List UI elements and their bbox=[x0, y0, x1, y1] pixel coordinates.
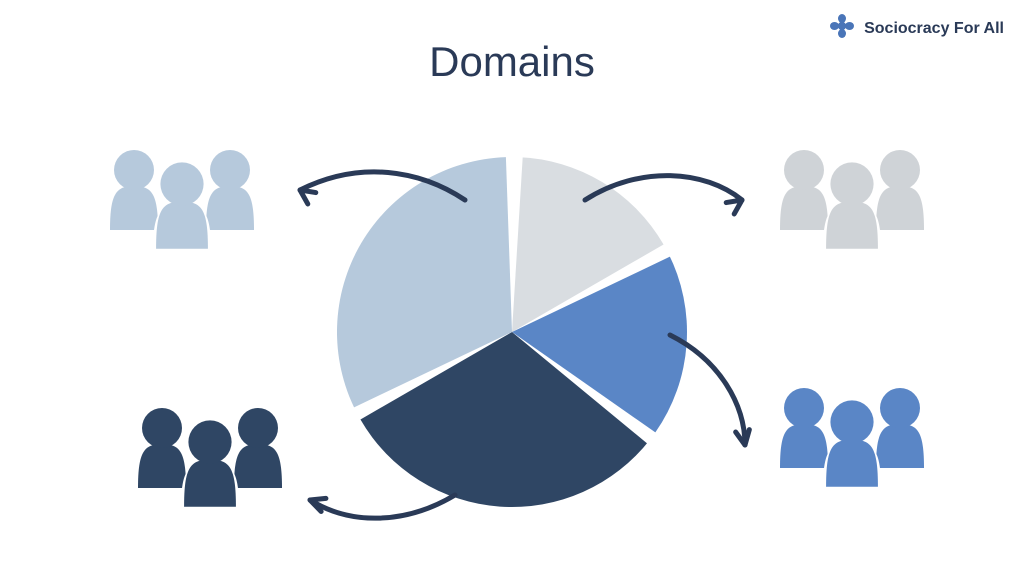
people-group-icon bbox=[762, 378, 942, 496]
people-group-icon bbox=[92, 140, 272, 258]
domains-pie-chart bbox=[335, 155, 689, 514]
arrowhead-icon bbox=[310, 498, 326, 511]
diagram-stage: { "canvas": { "width": 1024, "height": 5… bbox=[0, 0, 1024, 576]
people-group-icon bbox=[120, 398, 300, 516]
arrowhead-icon bbox=[726, 200, 742, 214]
arrowhead-icon bbox=[736, 430, 750, 445]
people-group-top-left bbox=[92, 140, 272, 263]
people-group-top-right bbox=[762, 140, 942, 263]
people-group-bottom-right bbox=[762, 378, 942, 501]
page-title: Domains bbox=[0, 38, 1024, 86]
arrowhead-icon bbox=[300, 190, 316, 204]
people-group-icon bbox=[762, 140, 942, 258]
brand-text: Sociocracy For All bbox=[864, 20, 1004, 38]
people-group-bottom-left bbox=[120, 398, 300, 521]
